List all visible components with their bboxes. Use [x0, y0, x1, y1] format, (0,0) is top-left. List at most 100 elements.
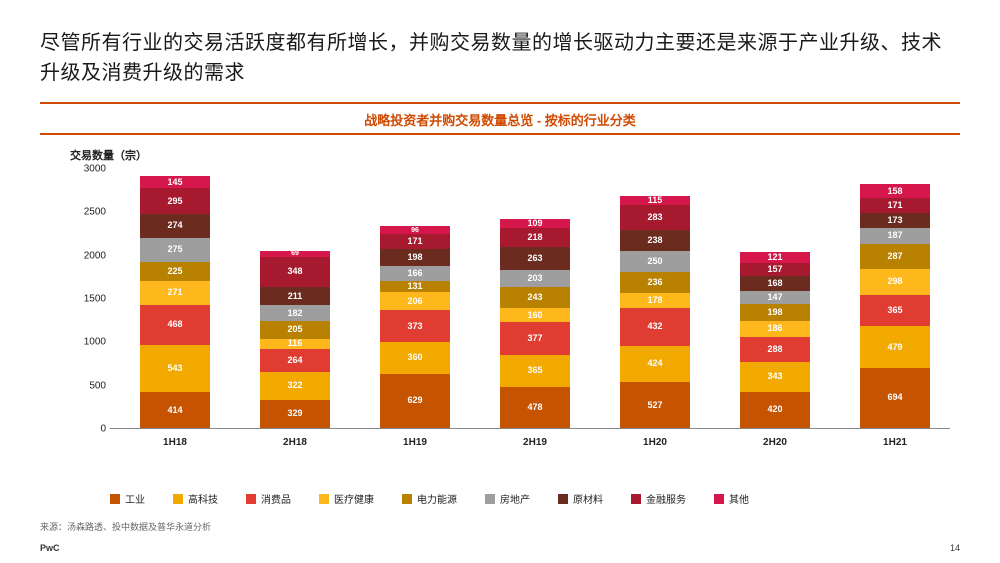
bar-segment: 121 [740, 252, 810, 262]
bar-segment-label: 543 [167, 364, 182, 373]
legend-swatch [485, 494, 495, 504]
bar-segment: 116 [260, 339, 330, 349]
legend: 工业高科技消费品医疗健康电力能源房地产原材料金融服务其他 [110, 491, 960, 506]
bar-segment-label: 178 [647, 296, 662, 305]
legend-item: 消费品 [246, 491, 291, 506]
bar-segment-label: 479 [887, 343, 902, 352]
bar-column: 329322264116205182211348692H18 [260, 251, 330, 428]
bar-segment: 527 [620, 382, 690, 428]
bar-segment-label: 360 [407, 353, 422, 362]
legend-label: 房地产 [500, 491, 530, 506]
bar-column: 4203432881861981471681571212H20 [740, 252, 810, 428]
bar-segment: 283 [620, 205, 690, 230]
legend-label: 医疗健康 [334, 491, 374, 506]
bar-segment-label: 96 [411, 227, 419, 234]
bar-segment: 115 [620, 196, 690, 206]
bar-segment: 203 [500, 270, 570, 288]
bar-segment-label: 206 [407, 297, 422, 306]
bar-segment-label: 115 [648, 196, 663, 205]
y-axis-label: 交易数量（宗） [70, 147, 960, 163]
legend-label: 工业 [125, 491, 145, 506]
bar-segment: 205 [260, 321, 330, 339]
bar-segment: 479 [860, 326, 930, 368]
bar-segment-label: 271 [167, 288, 182, 297]
legend-item: 高科技 [173, 491, 218, 506]
legend-item: 工业 [110, 491, 145, 506]
legend-swatch [558, 494, 568, 504]
bar-column: 4145434682712252752742951451H18 [140, 176, 210, 428]
bar-segment-label: 168 [767, 279, 782, 288]
bar-segment: 250 [620, 251, 690, 273]
bar-segment: 287 [860, 244, 930, 269]
bar-segment: 468 [140, 305, 210, 346]
bar-segment: 109 [500, 219, 570, 228]
bar-segment-label: 211 [288, 292, 303, 301]
legend-label: 金融服务 [646, 491, 686, 506]
bar-segment: 218 [500, 228, 570, 247]
bar-column: 4783653771602432032632181092H19 [500, 219, 570, 428]
bar-segment: 264 [260, 349, 330, 372]
bar-segment: 182 [260, 305, 330, 321]
bar-segment-label: 158 [887, 187, 902, 196]
bar-segment: 271 [140, 281, 210, 304]
bar-segment-label: 116 [288, 339, 303, 348]
y-tick: 2500 [60, 207, 106, 218]
bar-segment-label: 414 [167, 406, 182, 415]
bar-segment: 211 [260, 287, 330, 305]
bar-segment-label: 157 [767, 265, 782, 274]
bar-segment: 171 [380, 234, 450, 249]
bar-segment-label: 478 [527, 403, 542, 412]
bar-segment-label: 121 [767, 253, 782, 262]
bar-segment-label: 377 [527, 334, 542, 343]
legend-item: 医疗健康 [319, 491, 374, 506]
x-tick-label: 2H19 [500, 437, 570, 448]
bar-segment-label: 131 [407, 282, 422, 291]
y-tick: 2000 [60, 250, 106, 261]
bar-column: 6944793652982871871731711581H21 [860, 184, 930, 428]
bar-segment: 206 [380, 292, 450, 310]
bar-segment: 157 [740, 263, 810, 277]
legend-item: 原材料 [558, 491, 603, 506]
bar-segment-label: 160 [527, 311, 542, 320]
bar-segment: 238 [620, 230, 690, 251]
bar-segment: 377 [500, 322, 570, 355]
bar-segment: 322 [260, 372, 330, 400]
y-tick: 3000 [60, 164, 106, 175]
legend-swatch [110, 494, 120, 504]
footer-brand: PwC [40, 543, 60, 553]
bar-segment-label: 238 [647, 236, 662, 245]
bar-segment: 432 [620, 308, 690, 345]
bar-segment: 329 [260, 400, 330, 429]
bar-segment: 225 [140, 262, 210, 282]
bar-segment-label: 198 [407, 253, 422, 262]
bar-segment-label: 694 [887, 393, 902, 402]
bar-segment-label: 263 [527, 254, 542, 263]
y-tick: 500 [60, 380, 106, 391]
bar-segment: 263 [500, 247, 570, 270]
bar-segment: 275 [140, 238, 210, 262]
bar-segment: 543 [140, 345, 210, 392]
bar-segment: 198 [740, 304, 810, 321]
bar-segment-label: 109 [527, 219, 542, 228]
slide-title: 尽管所有行业的交易活跃度都有所增长，并购交易数量的增长驱动力主要还是来源于产业升… [40, 28, 960, 88]
legend-swatch [714, 494, 724, 504]
bar-segment: 348 [260, 257, 330, 287]
bar-segment-label: 287 [887, 252, 902, 261]
bar-segment: 96 [380, 226, 450, 234]
bar-segment: 478 [500, 387, 570, 428]
bar-segment: 424 [620, 346, 690, 383]
bar-segment-label: 171 [887, 201, 902, 210]
bar-segment-label: 236 [647, 278, 662, 287]
bar-segment: 288 [740, 337, 810, 362]
x-tick-label: 2H18 [260, 437, 330, 448]
bar-segment: 145 [140, 176, 210, 189]
page-number: 14 [950, 543, 960, 553]
bar-segment: 360 [380, 342, 450, 373]
plot: 4145434682712252752742951451H18329322264… [110, 169, 950, 429]
chart-area: 050010001500200025003000 414543468271225… [60, 169, 960, 459]
bar-segment: 373 [380, 310, 450, 342]
rule-bottom [40, 133, 960, 135]
legend-swatch [319, 494, 329, 504]
x-tick-label: 1H20 [620, 437, 690, 448]
bar-segment-label: 187 [887, 231, 902, 240]
